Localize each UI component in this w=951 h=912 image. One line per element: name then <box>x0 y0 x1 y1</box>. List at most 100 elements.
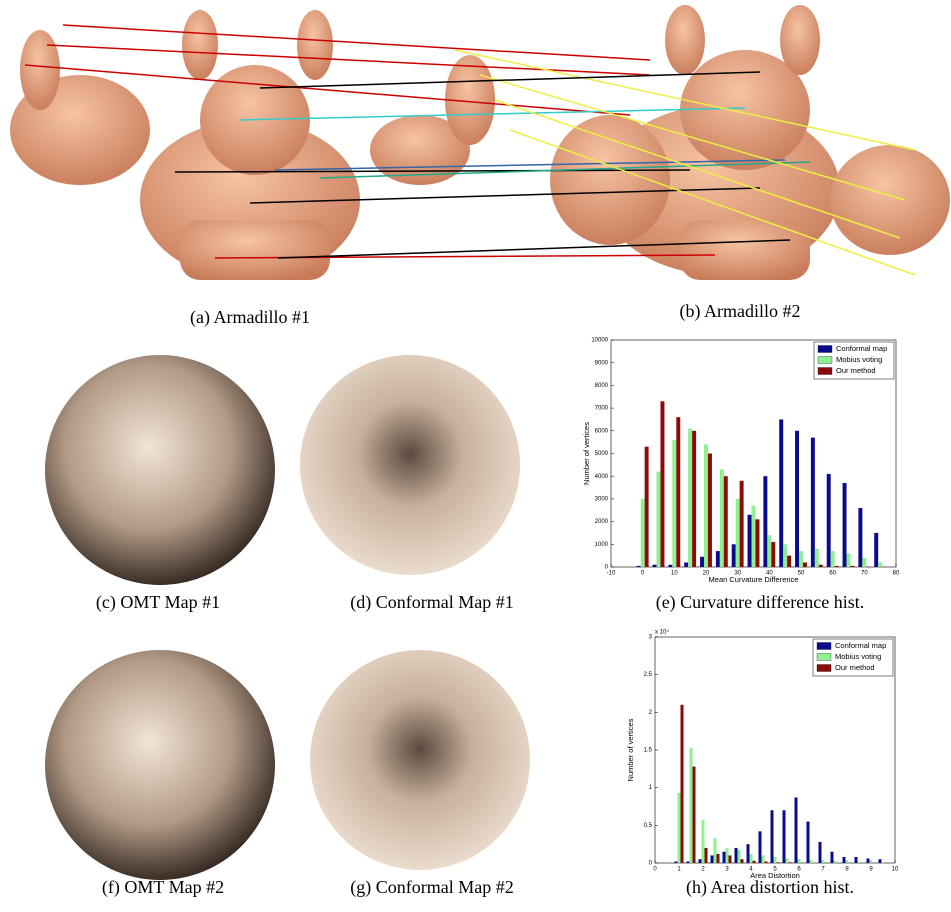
bar <box>867 858 870 863</box>
legend-swatch <box>817 654 831 661</box>
bar <box>755 519 759 567</box>
bar <box>819 842 822 863</box>
caption: (f) OMT Map #2 <box>102 877 224 898</box>
y-tick-label: 2.5 <box>644 672 653 678</box>
legend-swatch <box>817 665 831 672</box>
bar <box>878 562 882 567</box>
bar <box>786 858 789 863</box>
bar <box>771 542 775 567</box>
x-tick-label: 60 <box>829 571 836 577</box>
y-tick-label: 2000 <box>595 519 609 525</box>
x-tick-label: 10 <box>671 571 678 577</box>
figure: (a) Armadillo #1 (b) Armadillo #2 (c) OM… <box>0 0 951 912</box>
bar <box>752 506 756 567</box>
bar <box>831 852 834 863</box>
y-tick-label: 7000 <box>595 406 609 412</box>
bar <box>774 857 777 863</box>
bar <box>736 499 740 567</box>
x-tick-label: 70 <box>861 571 868 577</box>
bar <box>858 861 861 863</box>
bar <box>846 861 849 863</box>
bar <box>717 854 720 863</box>
bar <box>795 431 799 567</box>
bar <box>858 508 862 567</box>
y-tick-label: 4000 <box>595 474 609 480</box>
legend-swatch <box>818 357 832 364</box>
bar <box>855 857 858 863</box>
y-tick-label: 1000 <box>595 542 609 548</box>
bar <box>771 810 774 863</box>
bar <box>879 859 882 863</box>
bar <box>704 444 708 567</box>
bar <box>870 862 873 863</box>
bar <box>835 566 839 567</box>
bar <box>843 857 846 863</box>
bar <box>738 849 741 863</box>
bar <box>637 566 641 567</box>
bar <box>681 705 684 863</box>
bar <box>700 557 704 567</box>
bar <box>705 848 708 863</box>
x-tick-label: 10 <box>892 867 899 873</box>
y-tick-label: 9000 <box>595 360 609 366</box>
bar <box>831 551 835 567</box>
caption: (g) Conformal Map #2 <box>350 877 513 898</box>
bar <box>798 859 801 863</box>
y-tick-label: 6000 <box>595 428 609 434</box>
x-tick-label: 7 <box>821 867 825 873</box>
legend-label: Mobius voting <box>836 355 882 364</box>
bar <box>767 535 771 567</box>
legend-label: Conformal map <box>836 344 887 353</box>
y-tick-label: 5000 <box>595 451 609 457</box>
bar <box>787 556 791 567</box>
y-tick-label: 10000 <box>591 338 608 344</box>
bar <box>687 861 690 863</box>
bar <box>699 859 702 863</box>
x-tick-label: -10 <box>607 571 616 577</box>
y-axis-label: Number of vertices <box>582 422 591 485</box>
x-tick-label: 0 <box>641 571 645 577</box>
bar <box>702 820 705 863</box>
legend-swatch <box>818 368 832 375</box>
bar <box>847 553 851 567</box>
bar <box>789 862 792 863</box>
bar <box>645 447 649 567</box>
bar <box>668 565 672 567</box>
caption: (a) Armadillo #1 <box>190 307 310 328</box>
bar <box>678 793 681 863</box>
x-tick-label: 80 <box>893 571 900 577</box>
y-tick-label: 1 <box>649 785 653 791</box>
legend-swatch <box>817 643 831 650</box>
bar <box>827 474 831 567</box>
x-tick-label: 9 <box>869 867 873 873</box>
caption: (e) Curvature difference hist. <box>656 592 865 613</box>
bar <box>747 844 750 863</box>
bar <box>740 481 744 567</box>
bar <box>684 562 688 567</box>
legend-label: Our method <box>836 366 876 375</box>
bar <box>690 748 693 863</box>
bar <box>720 469 724 567</box>
bar <box>819 565 823 567</box>
bar <box>803 562 807 567</box>
y-tick-label: 0 <box>649 861 653 867</box>
bar <box>874 533 878 567</box>
bar <box>726 848 729 863</box>
bar <box>834 861 837 863</box>
bar <box>759 831 762 863</box>
bar <box>811 438 815 567</box>
bar <box>672 440 676 567</box>
bar <box>729 855 732 863</box>
bar <box>653 565 657 567</box>
armadillo-2 <box>550 5 950 280</box>
caption: (h) Area distortion hist. <box>686 877 854 898</box>
bar <box>714 838 717 863</box>
y-multiplier: x 10⁴ <box>655 629 669 636</box>
x-axis-label: Area Distortion <box>750 871 800 880</box>
bar <box>822 861 825 863</box>
bar <box>807 822 810 863</box>
x-axis-label: Mean Curvature Difference <box>709 575 799 584</box>
y-tick-label: 2 <box>649 710 653 716</box>
legend-label: Conformal map <box>835 641 886 650</box>
bar <box>799 551 803 567</box>
